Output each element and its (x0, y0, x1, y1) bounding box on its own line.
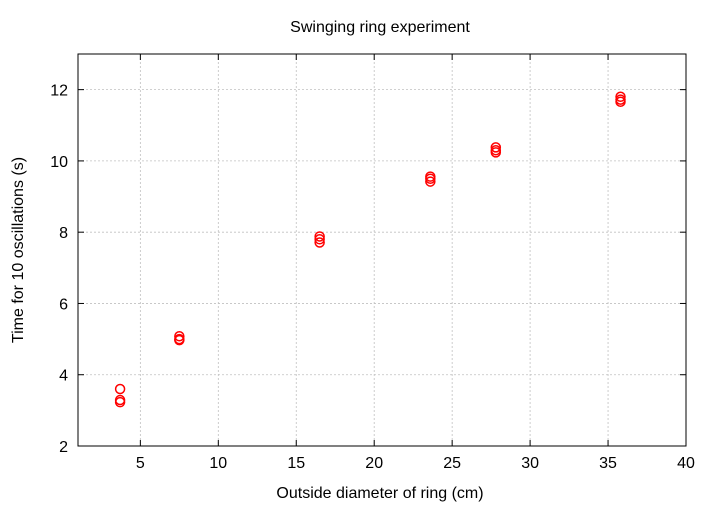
data-point (615, 91, 626, 103)
axis-ticks: 5 10 15 20 25 30 35 40 2 4 6 8 10 12 (50, 54, 695, 472)
y-tick-label: 8 (59, 225, 68, 242)
y-axis-label: Time for 10 oscillations (s) (10, 157, 27, 343)
data-points (114, 91, 626, 408)
y-tick-label: 6 (59, 296, 68, 313)
data-point (114, 383, 126, 395)
grid (78, 54, 686, 446)
data-point (174, 334, 185, 346)
x-tick-label: 5 (136, 455, 145, 472)
y-tick-label: 4 (59, 368, 68, 385)
data-point (314, 237, 325, 248)
data-point (490, 142, 502, 153)
data-point (425, 173, 436, 184)
x-tick-label: 35 (599, 455, 617, 472)
x-axis-label: Outside diameter of ring (cm) (276, 485, 483, 502)
y-tick-label: 10 (50, 154, 68, 171)
data-point (615, 96, 626, 108)
x-tick-label: 20 (365, 455, 383, 472)
plot-frame (77, 53, 687, 447)
data-point (425, 176, 436, 187)
data-point (114, 396, 126, 408)
data-point (174, 330, 185, 342)
data-point (314, 234, 325, 245)
x-tick-label: 30 (521, 455, 539, 472)
x-tick-label: 10 (209, 455, 227, 472)
x-tick-label: 40 (677, 455, 695, 472)
data-point (490, 147, 502, 158)
data-point (314, 231, 325, 242)
y-tick-label: 2 (59, 439, 68, 456)
y-tick-label: 12 (50, 83, 68, 100)
chart-title: Swinging ring experiment (290, 19, 470, 36)
x-tick-label: 15 (287, 455, 305, 472)
x-tick-label: 25 (443, 455, 461, 472)
